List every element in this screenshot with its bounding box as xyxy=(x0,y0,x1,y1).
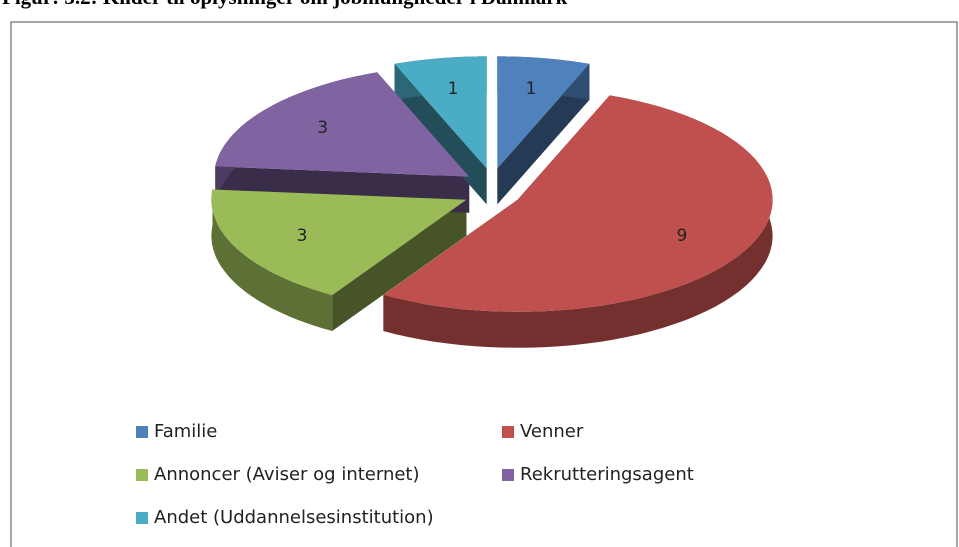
slice-wall xyxy=(394,63,487,205)
legend-label: Venner xyxy=(520,421,584,442)
legend-label: Familie xyxy=(154,421,217,442)
legend-label: Rekrutteringsagent xyxy=(520,464,694,485)
slice xyxy=(211,189,467,295)
slice-wall xyxy=(497,63,590,205)
legend-swatch xyxy=(136,469,148,481)
legend-swatch xyxy=(502,469,514,481)
legend-label: Andet (Uddannelsesinstitution) xyxy=(154,507,434,528)
chart-title: Figur: 3.2: Kilder til oplysninger om jo… xyxy=(2,0,568,9)
data-label: 3 xyxy=(317,118,328,138)
data-label: 3 xyxy=(297,226,308,246)
legend-swatch xyxy=(502,426,514,438)
legend-swatch xyxy=(136,512,148,524)
data-label: 1 xyxy=(526,79,537,99)
slice-side xyxy=(211,189,333,331)
legend-label: Annoncer (Aviser og internet) xyxy=(154,464,420,485)
slice xyxy=(497,56,590,169)
data-label: 9 xyxy=(677,226,688,246)
slice xyxy=(394,56,487,169)
data-label: 1 xyxy=(448,79,459,99)
slice xyxy=(383,95,773,312)
slice xyxy=(215,72,470,177)
legend-swatch xyxy=(136,426,148,438)
slice-side xyxy=(383,95,773,348)
